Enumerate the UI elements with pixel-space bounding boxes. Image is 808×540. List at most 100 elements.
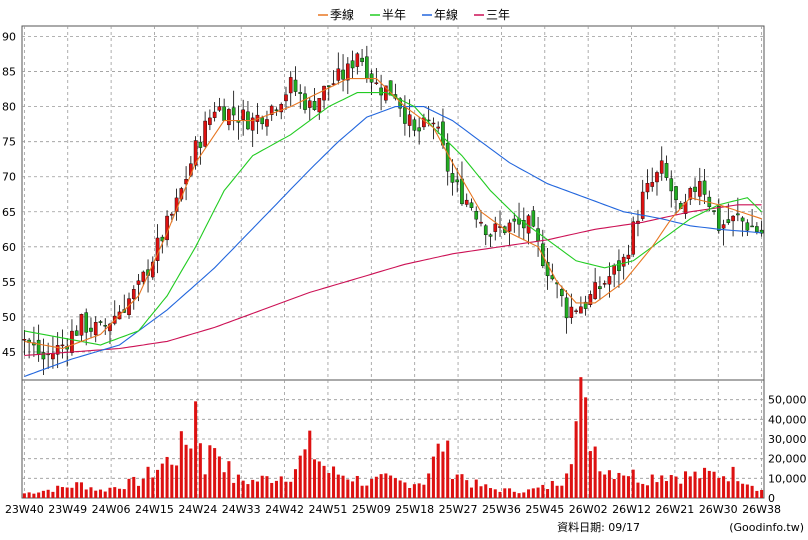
candle-body xyxy=(170,213,174,216)
volume-bar xyxy=(408,487,412,498)
candle-body xyxy=(469,202,474,208)
volume-bar xyxy=(669,475,673,498)
candle-body xyxy=(274,109,279,111)
candle-body xyxy=(51,353,55,360)
candle-body xyxy=(531,210,536,227)
volume-tick-label-4: 10,000 xyxy=(768,472,807,485)
candle-body xyxy=(241,109,245,120)
x-tick-label-12: 25W45 xyxy=(525,503,564,516)
candle-body xyxy=(203,120,207,147)
candle-body xyxy=(298,92,303,94)
candle-body xyxy=(288,77,293,94)
candle-body xyxy=(669,178,674,192)
legend-label-0: 季線 xyxy=(330,7,354,22)
volume-bar xyxy=(622,475,626,498)
candle-body xyxy=(721,224,726,229)
volume-bar xyxy=(731,466,735,498)
volume-bar xyxy=(650,474,654,498)
volume-bar xyxy=(175,465,179,498)
volume-bar xyxy=(194,401,198,498)
volume-bar xyxy=(156,469,160,498)
volume-bar xyxy=(70,487,74,498)
candle-body xyxy=(602,283,607,285)
legend-label-2: 年線 xyxy=(434,7,458,22)
candle-body xyxy=(683,201,688,214)
candle-body xyxy=(564,297,569,319)
volume-bar xyxy=(41,490,45,498)
volume-bar xyxy=(265,476,269,498)
candle-body xyxy=(464,199,469,205)
volume-bar xyxy=(227,461,231,498)
candle-body xyxy=(736,213,740,216)
volume-bar xyxy=(683,471,688,498)
price-tick-label-4: 70 xyxy=(2,171,16,184)
volume-bar xyxy=(460,474,464,498)
candle-body xyxy=(483,225,488,236)
volume-bar xyxy=(655,482,659,498)
half-year-line xyxy=(24,92,762,346)
volume-bar xyxy=(94,490,98,498)
x-tick-label-8: 25W09 xyxy=(352,503,391,516)
candle-body xyxy=(693,186,697,192)
candle-body xyxy=(150,261,155,278)
volume-bar xyxy=(512,491,516,498)
candle-body xyxy=(217,106,222,111)
volume-bar xyxy=(336,474,340,498)
candle-body xyxy=(664,163,669,178)
volume-tick-label-1: 40,000 xyxy=(768,413,807,426)
price-tick-label-9: 45 xyxy=(2,346,16,359)
candle-body xyxy=(645,183,650,193)
candle-body xyxy=(379,87,383,96)
candle-body xyxy=(360,57,364,63)
volume-bar xyxy=(431,456,435,498)
volume-bar xyxy=(51,491,55,498)
candle-body xyxy=(417,127,421,132)
candle-body xyxy=(507,222,512,232)
candle-body xyxy=(407,114,412,126)
candle-body xyxy=(403,107,407,124)
candle-body xyxy=(131,289,136,299)
x-tick-label-14: 26W12 xyxy=(612,503,651,516)
candle-body xyxy=(488,234,493,237)
x-tick-label-11: 25W36 xyxy=(482,503,521,516)
candle-body xyxy=(655,172,659,183)
three-year-line xyxy=(24,204,762,357)
volume-bar xyxy=(84,489,88,498)
volume-bar xyxy=(679,483,683,498)
candle-body xyxy=(536,228,540,242)
volume-bar xyxy=(508,488,512,498)
volume-bar xyxy=(522,492,526,498)
volume-bar xyxy=(546,489,550,498)
volume-bar xyxy=(760,489,764,498)
volume-bar xyxy=(560,485,564,498)
volume-bar xyxy=(412,484,416,498)
volume-bar xyxy=(664,481,669,498)
volume-bar xyxy=(79,482,83,498)
candle-body xyxy=(374,82,379,84)
price-tick-label-2: 80 xyxy=(2,101,16,114)
footer-date: 資料日期: 09/17 xyxy=(557,520,640,534)
candle-body xyxy=(745,222,750,231)
volume-bar xyxy=(717,477,721,498)
x-tick-label-4: 24W24 xyxy=(178,503,217,516)
candle-body xyxy=(98,321,103,323)
candle-body xyxy=(60,344,65,347)
candle-body xyxy=(474,210,479,220)
candle-body xyxy=(545,261,550,277)
candle-body xyxy=(450,173,455,183)
volume-bar xyxy=(179,431,183,498)
volume-bar xyxy=(698,478,702,498)
candle-body xyxy=(326,85,331,87)
volume-bar xyxy=(108,487,112,498)
year-line xyxy=(24,106,762,378)
candle-body xyxy=(79,314,84,336)
volume-bar xyxy=(113,487,117,498)
candle-body xyxy=(350,60,355,69)
volume-bar xyxy=(398,480,402,498)
volume-bar xyxy=(355,475,359,498)
volume-bar xyxy=(213,448,217,498)
volume-bar xyxy=(389,475,393,498)
volume-bar xyxy=(170,464,174,498)
volume-bar xyxy=(588,451,592,498)
volume-bar xyxy=(674,476,678,498)
